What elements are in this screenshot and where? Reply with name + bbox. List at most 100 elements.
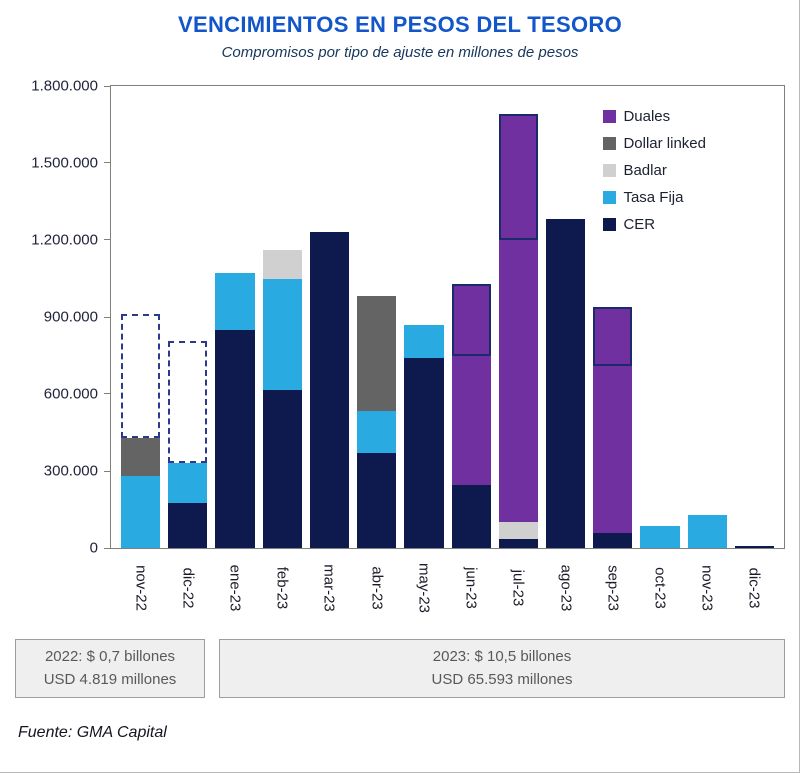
- bar-segment-cer: [309, 232, 350, 548]
- x-label-text: abr-23: [368, 566, 386, 610]
- x-label-feb-23: feb-23: [263, 549, 302, 627]
- y-tick-mark: [104, 547, 110, 549]
- legend-label: Dollar linked: [623, 135, 706, 152]
- bar-outline-solid: [498, 114, 538, 241]
- x-label-text: ene-23: [226, 564, 244, 612]
- y-tick-mark: [104, 470, 110, 472]
- legend-label: Badlar: [623, 162, 667, 179]
- legend-swatch-duales: [603, 110, 617, 123]
- x-label-mar-23: mar-23: [310, 549, 349, 627]
- bar-segment-cer: [734, 545, 775, 548]
- legend-label: CER: [623, 216, 656, 233]
- chart-title: VENCIMIENTOS EN PESOS DEL TESORO: [178, 12, 622, 37]
- x-label-dic-23: dic-23: [735, 549, 774, 627]
- summary-2022-line1: 2022: $ 0,7 billones: [44, 648, 176, 665]
- bar-dic-23: [734, 86, 775, 548]
- y-tick-label: 1.800.000: [31, 77, 98, 95]
- x-label-may-23: may-23: [404, 549, 443, 627]
- legend-item-badlar: Badlar: [603, 162, 706, 179]
- bar-oct-23: [640, 86, 680, 548]
- y-tick-mark: [104, 85, 110, 87]
- legend-label: Tasa Fija: [623, 189, 684, 206]
- bar-outline-solid: [593, 306, 633, 366]
- summary-box-2022: 2022: $ 0,7 billones USD 4.819 millones: [15, 639, 205, 698]
- bar-outline-dashed: [168, 341, 208, 464]
- x-label-text: dic-22: [179, 567, 197, 609]
- x-label-text: nov-22: [132, 565, 150, 611]
- bar-segment-tasa-fija: [640, 526, 680, 548]
- legend-swatch-badlar: [603, 164, 617, 177]
- legend-item-dollar-linked: Dollar linked: [603, 135, 706, 152]
- bar-ago-23: [545, 86, 586, 548]
- x-label-abr-23: abr-23: [357, 549, 396, 627]
- y-tick-label: 600.000: [43, 385, 98, 403]
- x-label-text: dic-23: [745, 567, 763, 609]
- legend-item-cer: CER: [603, 216, 706, 233]
- bar-segment-tasa-fija: [357, 410, 397, 454]
- bar-segment-tasa-fija: [215, 273, 255, 330]
- x-label-text: jun-23: [462, 567, 480, 609]
- bar-segment-duales: [451, 283, 491, 486]
- x-label-text: sep-23: [604, 565, 622, 611]
- summary-2022-line2: USD 4.819 millones: [43, 670, 177, 688]
- x-label-text: mar-23: [320, 564, 338, 612]
- bar-abr-23: [357, 86, 397, 548]
- bar-segment-cer: [262, 390, 302, 548]
- bar-jul-23: [498, 86, 538, 548]
- summary-2023-line2: USD 65.593 millones: [431, 670, 573, 688]
- legend-swatch-dollar-linked: [603, 137, 617, 150]
- bar-outline-dashed: [121, 314, 161, 438]
- bar-segment-cer: [498, 539, 538, 548]
- x-label-ene-23: ene-23: [215, 549, 254, 627]
- legend-swatch-cer: [603, 218, 617, 231]
- x-label-text: ago-23: [557, 564, 575, 612]
- summary-2023-line1: 2023: $ 10,5 billones: [432, 648, 572, 665]
- bar-nov-23: [687, 86, 727, 548]
- y-axis: 0 300.000 600.000 900.000 1.200.000 1.500.000…: [15, 78, 110, 557]
- y-tick-label: 300.000: [43, 462, 98, 480]
- bar-segment-cer: [545, 219, 586, 548]
- source-note: Fuente: GMA Capital: [18, 724, 167, 741]
- y-tick-mark: [104, 239, 110, 241]
- legend-item-tasa-fija: Tasa Fija: [603, 189, 706, 206]
- x-label-jul-23: jul-23: [499, 549, 538, 627]
- x-label-text: may-23: [415, 562, 433, 614]
- chart-area: 0 300.000 600.000 900.000 1.200.000 1.500.000…: [15, 78, 785, 627]
- plot-column: Duales Dollar linked Badlar Tasa Fija CER no…: [110, 85, 785, 627]
- x-label-nov-23: nov-23: [688, 549, 727, 627]
- bar-outline-solid: [451, 283, 491, 356]
- bar-segment-badlar: [262, 250, 302, 279]
- bar-segment-cer: [593, 532, 633, 548]
- y-tick-label: 1.200.000: [31, 231, 98, 249]
- bar-segment-duales: [498, 114, 538, 523]
- y-tick-mark: [104, 393, 110, 395]
- bar-segment-cer: [451, 485, 491, 548]
- bar-segment-cer: [404, 358, 444, 548]
- bar-ene-23: [215, 86, 255, 548]
- chart-subtitle: Compromisos por tipo de ajuste en millon…: [221, 44, 579, 61]
- summary-row: 2022: $ 0,7 billones USD 4.819 millones …: [15, 639, 785, 698]
- y-tick-label: 0: [89, 539, 98, 557]
- bar-dic-22: [168, 86, 208, 548]
- x-label-text: oct-23: [651, 567, 669, 609]
- bar-segment-cer: [215, 329, 255, 548]
- bar-nov-22: [121, 86, 161, 548]
- bar-segment-duales: [593, 306, 633, 533]
- bar-segment-tasa-fija: [262, 278, 302, 391]
- bar-segment-tasa-fija: [404, 324, 444, 359]
- bar-segment-cer: [357, 453, 397, 548]
- y-tick-mark: [104, 162, 110, 164]
- x-label-ago-23: ago-23: [546, 549, 585, 627]
- x-label-text: feb-23: [273, 566, 291, 610]
- legend-swatch-tasa-fija: [603, 191, 617, 204]
- bar-jun-23: [451, 86, 491, 548]
- legend: Duales Dollar linked Badlar Tasa Fija CER: [603, 108, 706, 233]
- y-tick-label: 900.000: [43, 308, 98, 326]
- plot-area: Duales Dollar linked Badlar Tasa Fija CER: [110, 85, 785, 549]
- x-label-oct-23: oct-23: [640, 549, 679, 627]
- legend-label: Duales: [623, 108, 671, 125]
- bar-sep-23: [593, 86, 633, 548]
- bar-may-23: [404, 86, 444, 548]
- legend-item-duales: Duales: [603, 108, 706, 125]
